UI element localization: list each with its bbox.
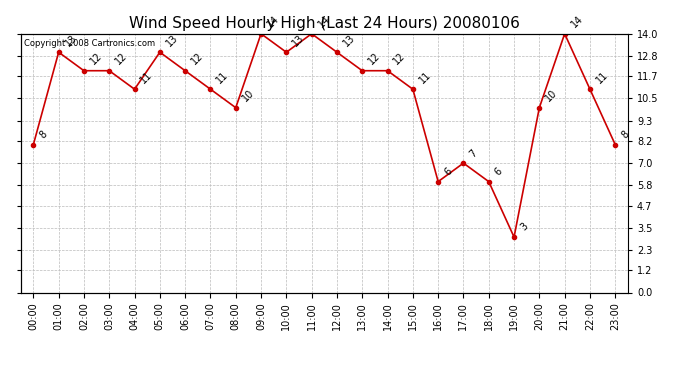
Text: 13: 13 <box>341 32 357 48</box>
Text: 11: 11 <box>215 69 230 85</box>
Text: 14: 14 <box>265 14 281 30</box>
Title: Wind Speed Hourly High (Last 24 Hours) 20080106: Wind Speed Hourly High (Last 24 Hours) 2… <box>129 16 520 31</box>
Text: 12: 12 <box>366 51 382 66</box>
Text: 8: 8 <box>37 129 49 141</box>
Text: Copyright 2008 Cartronics.com: Copyright 2008 Cartronics.com <box>23 39 155 48</box>
Text: 6: 6 <box>493 166 504 177</box>
Text: 13: 13 <box>164 32 180 48</box>
Text: 13: 13 <box>63 32 79 48</box>
Text: 11: 11 <box>417 69 433 85</box>
Text: 12: 12 <box>392 51 408 66</box>
Text: 7: 7 <box>468 147 479 159</box>
Text: 14: 14 <box>569 14 584 30</box>
Text: 3: 3 <box>518 222 530 233</box>
Text: 12: 12 <box>88 51 104 66</box>
Text: 12: 12 <box>189 51 205 66</box>
Text: 10: 10 <box>544 88 560 104</box>
Text: 6: 6 <box>442 166 454 177</box>
Text: 12: 12 <box>113 51 129 66</box>
Text: 13: 13 <box>290 32 306 48</box>
Text: 11: 11 <box>594 69 610 85</box>
Text: 14: 14 <box>316 14 332 30</box>
Text: 10: 10 <box>240 88 256 104</box>
Text: 8: 8 <box>620 129 631 141</box>
Text: 11: 11 <box>139 69 155 85</box>
